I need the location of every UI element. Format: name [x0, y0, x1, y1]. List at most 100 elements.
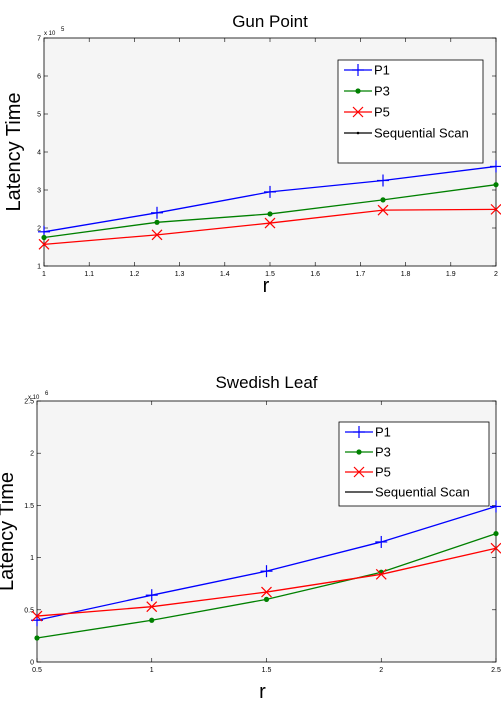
y-scale-exponent: 5 [61, 27, 65, 33]
y-scale-factor: x 10 [28, 395, 40, 401]
point-marker-x [264, 217, 276, 229]
axes-frame [43, 37, 497, 267]
point-marker-plus [490, 500, 501, 513]
legend-item: P5 [344, 105, 390, 120]
point-marker-x [261, 586, 272, 598]
y-scale-factor: x 10 [44, 31, 56, 37]
marker-stroke [490, 542, 501, 554]
y-tick-label: 1.5 [24, 503, 34, 510]
y-tick-label: 2 [37, 226, 41, 233]
series-p3 [34, 530, 499, 641]
x-tick-label: 2 [379, 667, 383, 674]
x-tick-label: 1.8 [401, 271, 411, 278]
point-marker-dot [149, 617, 155, 623]
x-axis-label: r [259, 681, 266, 703]
point-marker-x [352, 106, 364, 118]
legend-item: Sequential Scan [345, 485, 470, 500]
legend-label: P5 [375, 465, 391, 480]
x-tick-label: 1.2 [130, 271, 140, 278]
point-marker-x [490, 542, 501, 554]
x-tick-label: 0.5 [32, 667, 42, 674]
chart-title: Swedish Leaf [215, 373, 317, 392]
legend-label: P1 [375, 425, 391, 440]
marker-stroke [377, 204, 389, 216]
marker-stroke [261, 586, 272, 598]
x-axis-label: r [263, 275, 270, 297]
legend: P1 P3 P5 Sequential Scan [338, 421, 490, 507]
marker-stroke [31, 610, 43, 622]
y-tick-label: 5 [37, 112, 41, 119]
legend-label: Sequential Scan [375, 485, 470, 500]
x-tick-label: 1.3 [175, 271, 185, 278]
point-marker-plus [260, 565, 273, 578]
point-marker-x [375, 568, 387, 580]
y-tick-label: 4 [37, 150, 41, 157]
legend: P1 P3 P5 Sequential Scan [337, 59, 484, 164]
marker-stroke [375, 568, 387, 580]
point-marker-dot [356, 449, 362, 455]
legend-label: P1 [374, 63, 390, 78]
point-marker-plus [264, 185, 276, 198]
x-tick-label: 2 [494, 271, 498, 278]
legend-item: P3 [344, 84, 390, 99]
point-marker-dot [263, 596, 270, 602]
point-marker-x [151, 229, 163, 241]
point-marker-dot [41, 234, 47, 241]
y-tick-label: 7 [37, 36, 41, 43]
y-scale-exponent: 6 [45, 391, 49, 397]
series-p3 [41, 182, 499, 241]
legend-item: P1 [345, 425, 391, 440]
y-tick-label: 6 [37, 74, 41, 81]
x-tick-label: 1.7 [356, 271, 366, 278]
point-marker-dot [34, 635, 40, 641]
point-marker-plus [375, 535, 388, 548]
x-tick-label: 1 [42, 271, 46, 278]
point-marker-x [353, 466, 365, 478]
marker-stroke [151, 229, 163, 241]
legend-label: P5 [374, 105, 390, 120]
y-tick-label: 0 [30, 660, 34, 667]
series-p1 [38, 160, 501, 238]
point-marker-dot [267, 211, 273, 217]
y-tick-label: 2.5 [24, 399, 34, 406]
x-tick-label: 2.5 [491, 667, 501, 674]
y-tick-label: 1 [37, 264, 41, 271]
legend-label: P3 [374, 84, 390, 99]
point-marker-x [146, 601, 158, 613]
point-marker-x [490, 203, 501, 215]
x-tick-label: 1 [150, 667, 154, 674]
chart-0: 1 1.1 1.2 1.3 1.4 1.5 1.6 1.7 1.8 1.9 2 1 2 3 4 5 6 7x 10… [3, 12, 501, 297]
point-marker-plus [490, 160, 501, 173]
y-tick-label: 1 [30, 555, 34, 562]
y-tick-label: 2 [30, 451, 34, 458]
point-marker-plus [352, 64, 364, 76]
legend-item: Sequential Scan [344, 126, 469, 141]
legend-item: P1 [344, 63, 390, 78]
y-tick-label: 3 [37, 188, 41, 195]
marker-stroke [352, 106, 364, 118]
marker-stroke [264, 217, 276, 229]
y-axis-label: Latency Time [0, 472, 18, 591]
point-marker-plus [377, 174, 389, 187]
x-tick-label: 1.6 [310, 271, 320, 278]
legend-label: P3 [375, 445, 391, 460]
y-tick-label: 0.5 [24, 607, 34, 614]
series-p5 [31, 542, 501, 622]
series-p5 [38, 203, 501, 250]
legend-label: Sequential Scan [374, 126, 469, 141]
point-marker-dot [154, 219, 160, 225]
point-marker-x [38, 238, 50, 250]
marker-stroke [38, 238, 50, 250]
point-marker-x [377, 204, 389, 216]
legend-item: P5 [345, 465, 391, 480]
marker-stroke [146, 601, 158, 613]
marker-stroke [490, 203, 501, 215]
marker-stroke [353, 466, 365, 478]
point-marker-point [356, 131, 360, 135]
y-axis-label: Latency Time [3, 93, 25, 212]
point-marker-dot [493, 530, 499, 537]
x-tick-label: 1.5 [265, 271, 275, 278]
point-marker-plus [145, 589, 158, 602]
